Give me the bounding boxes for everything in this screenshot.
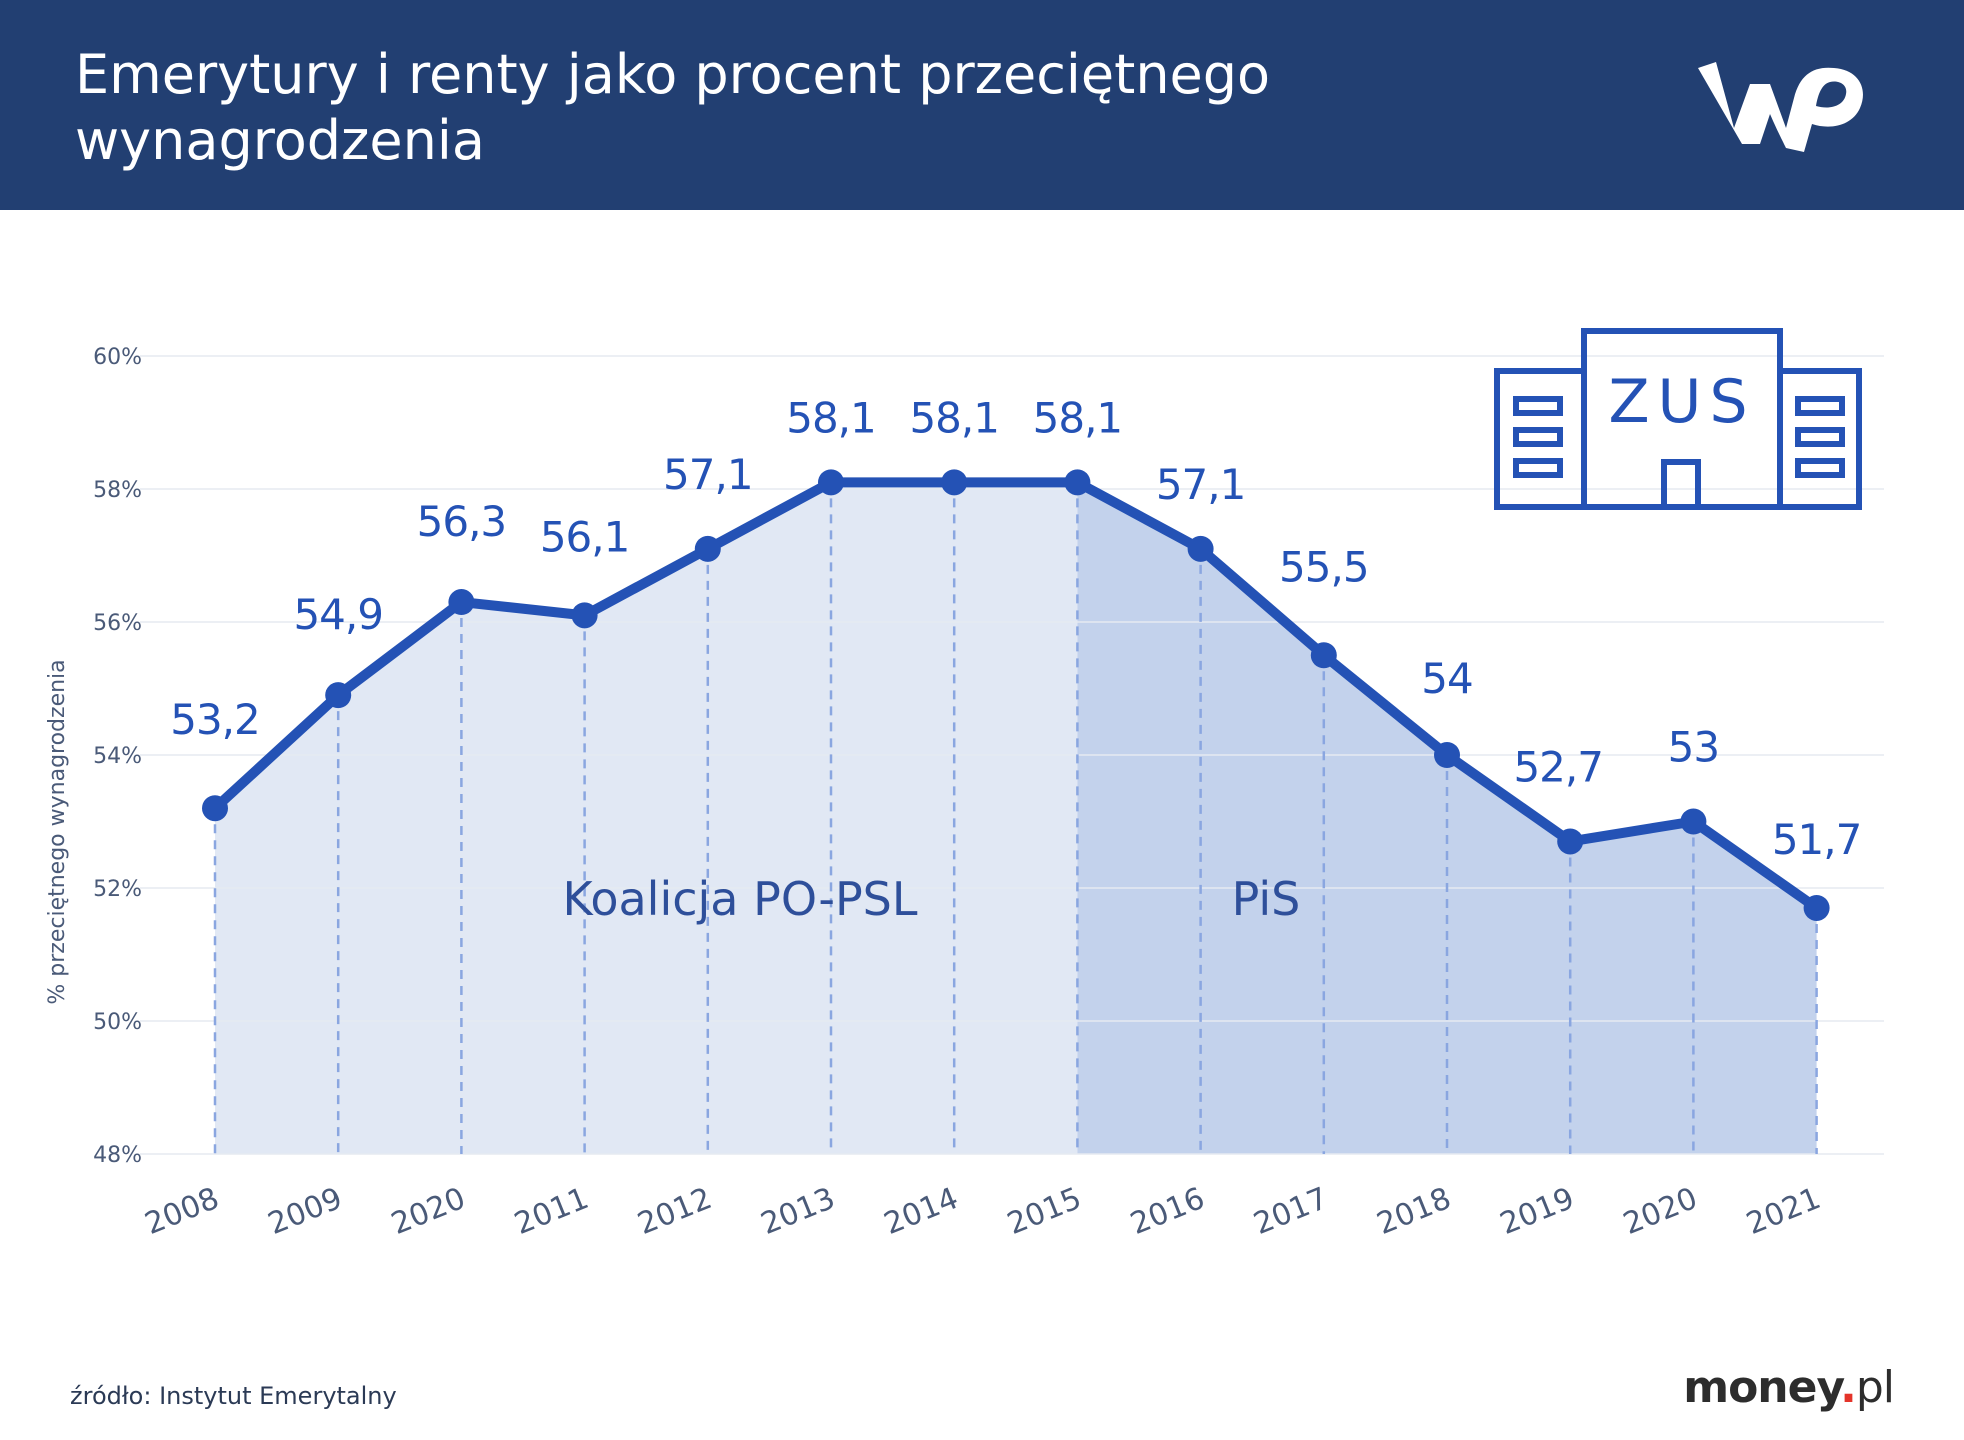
data-point	[1803, 894, 1830, 921]
data-label: 55,5	[1279, 542, 1369, 591]
data-point	[1434, 742, 1460, 768]
y-tick-label: 52%	[93, 877, 142, 902]
data-point	[202, 795, 228, 822]
y-tick-label: 54%	[93, 744, 142, 769]
region-label: PiS	[1232, 872, 1301, 926]
region-label: Koalicja PO-PSL	[562, 872, 917, 926]
x-tick-label: 2011	[510, 1181, 594, 1242]
y-tick-label: 58%	[93, 478, 142, 503]
data-label: 54,9	[293, 590, 383, 639]
y-axis-label: % przeciętnego wynagrodzenia	[45, 659, 70, 1004]
brand-logo: money.pl	[1683, 1362, 1895, 1413]
chart-title: Emerytury i renty jako procent przeciętn…	[75, 43, 1271, 172]
drop-lines	[213, 482, 1818, 1154]
x-tick-label: 2015	[1002, 1181, 1086, 1242]
data-point	[1187, 535, 1214, 562]
x-tick-label: 2020	[386, 1181, 470, 1242]
data-label: 57,1	[1156, 460, 1246, 509]
data-label: 58,1	[909, 393, 999, 442]
x-tick-label: 2014	[879, 1181, 963, 1242]
region-area	[1077, 482, 1817, 1155]
x-tick-label: 2009	[263, 1181, 347, 1242]
series-line	[210, 477, 1822, 913]
x-tick-label: 2012	[633, 1181, 717, 1242]
data-label: 53,2	[170, 695, 260, 744]
y-tick-label: 56%	[93, 611, 142, 636]
wp-logo-icon	[1698, 62, 1863, 152]
data-label: 51,7	[1772, 815, 1862, 864]
region-labels: Koalicja PO-PSL PiS	[562, 872, 1300, 926]
x-tick-label: 2018	[1372, 1181, 1456, 1242]
x-tick-label: 2017	[1249, 1181, 1333, 1242]
data-point	[571, 602, 598, 629]
y-axis-ticks: 48% 50% 52% 54% 56% 58% 60%	[93, 345, 142, 1168]
data-point	[694, 535, 721, 562]
zus-building-icon: ZUS	[1494, 328, 1862, 510]
brand-name: money	[1683, 1362, 1841, 1413]
data-label: 52,7	[1513, 742, 1603, 791]
x-tick-label: 2021	[1742, 1181, 1826, 1242]
data-point	[325, 682, 352, 709]
data-point	[818, 469, 844, 496]
y-tick-label: 50%	[93, 1010, 142, 1035]
data-point	[448, 589, 475, 616]
line-chart: 48%50%52%54%56%58%60% 2008 2009 2020 2011 20…	[45, 345, 1884, 1242]
header: Emerytury i renty jako procent przeciętn…	[0, 0, 1964, 210]
data-label: 58,1	[786, 393, 876, 442]
data-points	[202, 469, 1830, 921]
data-point	[1064, 469, 1091, 496]
y-tick-label: 60%	[93, 345, 142, 370]
data-point	[1557, 828, 1584, 855]
x-tick-label: 2020	[1618, 1181, 1702, 1242]
brand-dot: .	[1840, 1362, 1857, 1413]
data-point	[1310, 642, 1337, 669]
x-tick-label: 2013	[756, 1181, 840, 1242]
data-point	[941, 469, 968, 496]
zus-label: ZUS	[1608, 367, 1755, 437]
data-label: 58,1	[1033, 393, 1123, 442]
data-label: 57,1	[663, 450, 753, 499]
source-note: źródło: Instytut Emerytalny	[70, 1382, 397, 1410]
data-point	[1680, 808, 1707, 835]
region-area	[215, 482, 1078, 1155]
data-label: 56,1	[540, 512, 630, 561]
x-tick-label: 2019	[1495, 1181, 1579, 1242]
x-tick-label: 2016	[1126, 1181, 1210, 1242]
brand-tld: pl	[1855, 1362, 1895, 1413]
x-tick-label: 2008	[140, 1181, 224, 1242]
region-areas	[215, 482, 1817, 1155]
y-tick-label: 48%	[93, 1143, 142, 1168]
data-label: 56,3	[417, 497, 507, 546]
data-label: 54	[1421, 654, 1472, 703]
data-label: 53	[1668, 723, 1719, 772]
data-labels: 53,2 54,9 56,3 56,1 57,1 58,1 58,1 58,1 57,1 55,5…	[170, 393, 1862, 864]
grid-lines	[140, 355, 1884, 1155]
x-axis-ticks: 2008 2009 2020 2011 2012 2013 2014 2015 2016 2017…	[140, 1181, 1826, 1242]
